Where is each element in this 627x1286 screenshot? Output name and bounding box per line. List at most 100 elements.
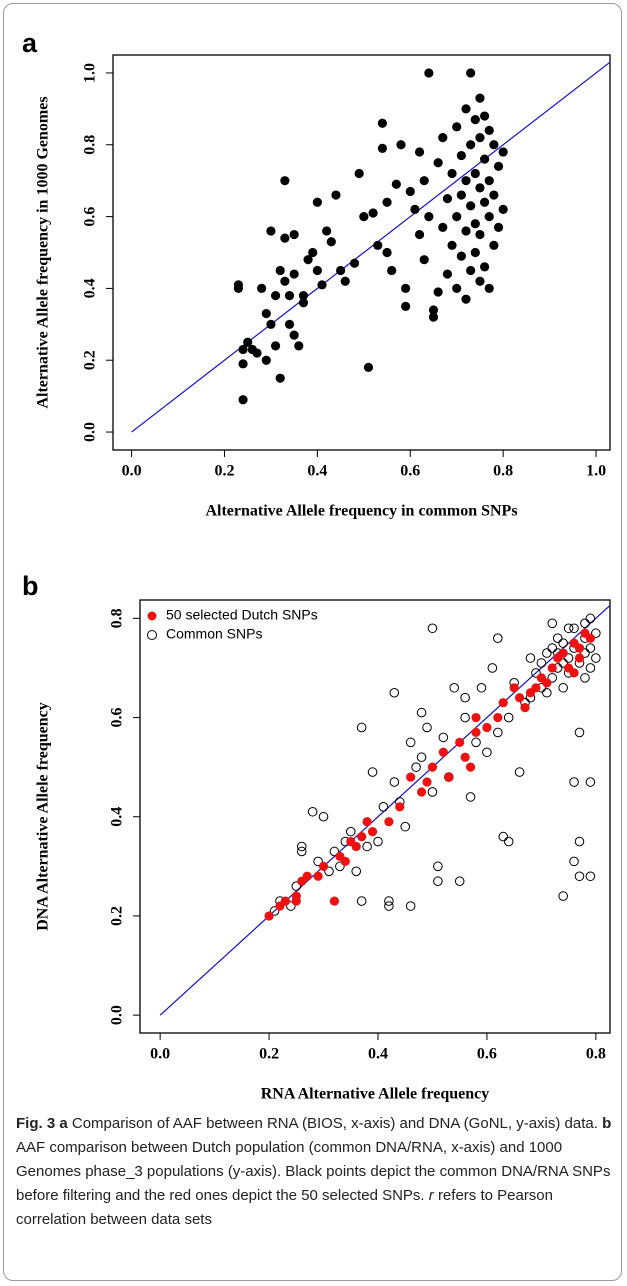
point [574, 871, 585, 882]
point [471, 737, 481, 748]
point [520, 703, 530, 713]
point [387, 265, 397, 276]
x-tick-label: 0.6 [477, 1046, 497, 1063]
point [377, 118, 388, 128]
point [422, 722, 432, 733]
point [284, 290, 295, 301]
point [514, 693, 525, 703]
point [471, 727, 481, 738]
point [475, 93, 485, 103]
point [585, 613, 596, 624]
point [354, 168, 364, 179]
point [367, 827, 378, 837]
point [363, 362, 374, 373]
point [406, 772, 416, 782]
point [487, 663, 498, 673]
point [303, 255, 313, 265]
point [362, 817, 372, 827]
point [340, 856, 350, 866]
point [414, 147, 425, 157]
point [489, 190, 499, 200]
point [514, 767, 525, 777]
point [542, 648, 552, 658]
point [414, 229, 425, 240]
point [335, 861, 345, 872]
point [536, 658, 547, 668]
x-tick-label: 0.8 [586, 1046, 606, 1063]
point [291, 896, 301, 906]
point [460, 752, 470, 762]
point [558, 658, 568, 668]
point [456, 150, 466, 161]
point [433, 861, 443, 872]
point [266, 226, 276, 236]
y-tick-label: 0.8 [82, 135, 99, 155]
point [313, 871, 323, 881]
point [475, 276, 485, 286]
point [444, 772, 454, 782]
point [493, 161, 504, 171]
point [382, 247, 392, 258]
point [318, 811, 329, 822]
point [558, 648, 568, 658]
point [326, 237, 336, 247]
point [416, 752, 427, 763]
point [419, 176, 429, 186]
point [547, 663, 557, 673]
point [475, 229, 485, 240]
point [384, 817, 394, 827]
y-tick-label: 1.0 [82, 63, 99, 83]
point [438, 132, 448, 143]
x-tick-label: 0.4 [307, 463, 327, 480]
point [479, 262, 490, 272]
point [442, 194, 453, 204]
point [456, 251, 466, 261]
point [427, 623, 438, 634]
point [312, 197, 322, 207]
point [410, 204, 420, 215]
point [531, 668, 541, 678]
point [286, 901, 296, 911]
plot-frame [139, 599, 611, 1034]
y-tick-label: 0.0 [82, 422, 99, 442]
point [482, 747, 492, 758]
point [466, 140, 476, 150]
point [558, 891, 568, 901]
point [563, 623, 574, 634]
point [411, 762, 421, 772]
point [452, 122, 462, 132]
point [574, 727, 585, 738]
point [424, 68, 434, 78]
caption-b: b [602, 1115, 612, 1132]
point [461, 294, 471, 304]
point [324, 866, 334, 877]
point [433, 876, 443, 887]
point [525, 653, 536, 663]
point [460, 712, 470, 723]
point [465, 792, 476, 802]
point [493, 222, 504, 232]
point [461, 104, 471, 114]
point [340, 276, 350, 286]
x-tick-label: 1.0 [586, 463, 606, 480]
point [493, 633, 503, 643]
point [269, 906, 280, 916]
point [484, 211, 494, 222]
point [401, 283, 411, 294]
point [384, 901, 394, 911]
point [405, 737, 416, 748]
point [454, 876, 465, 887]
point [238, 344, 248, 355]
point [479, 197, 490, 207]
point [243, 337, 253, 347]
point [368, 208, 378, 218]
point [547, 673, 558, 683]
point [395, 802, 405, 812]
point [489, 140, 499, 150]
point [405, 901, 416, 911]
point [359, 211, 369, 222]
point [509, 683, 519, 693]
point [503, 712, 514, 723]
point [389, 777, 400, 787]
y-tick-label: 0.2 [82, 350, 99, 370]
